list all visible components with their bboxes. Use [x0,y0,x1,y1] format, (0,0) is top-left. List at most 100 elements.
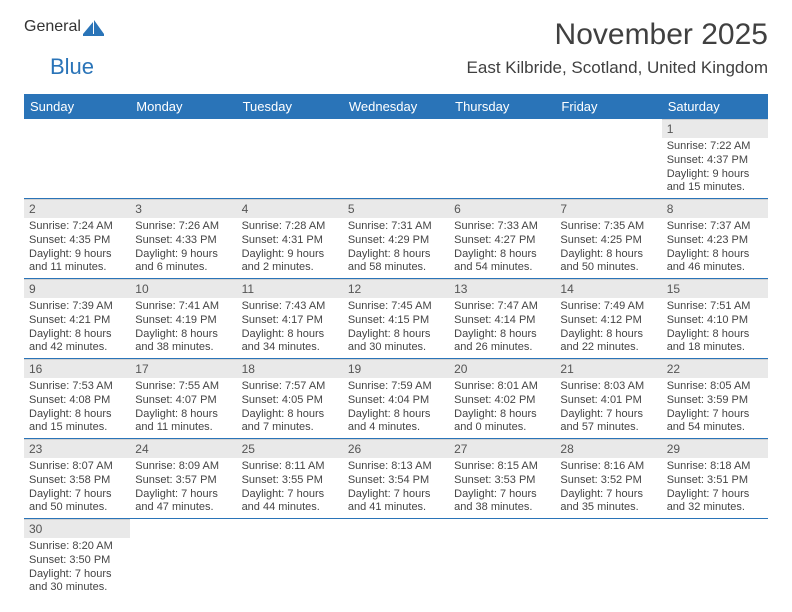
day-number: 14 [555,279,661,298]
day-details: Sunrise: 8:16 AMSunset: 3:52 PMDaylight:… [555,458,661,518]
day-sunset: Sunset: 4:17 PM [242,314,338,328]
day-sunrise: Sunrise: 7:39 AM [29,300,125,314]
day-sunset: Sunset: 4:33 PM [135,234,231,248]
day-number: 3 [130,199,236,218]
calendar-day-cell: 3Sunrise: 7:26 AMSunset: 4:33 PMDaylight… [130,199,236,279]
day-sunset: Sunset: 3:55 PM [242,474,338,488]
calendar-week-row: 1Sunrise: 7:22 AMSunset: 4:37 PMDaylight… [24,119,768,199]
header-tuesday: Tuesday [237,94,343,119]
day-number: 9 [24,279,130,298]
calendar-day-cell [662,519,768,599]
calendar-day-cell: 6Sunrise: 7:33 AMSunset: 4:27 PMDaylight… [449,199,555,279]
calendar-day-cell [449,119,555,199]
calendar-day-cell [237,519,343,599]
day-sunrise: Sunrise: 7:53 AM [29,380,125,394]
day-number: 6 [449,199,555,218]
day-details: Sunrise: 8:18 AMSunset: 3:51 PMDaylight:… [662,458,768,518]
day-sunset: Sunset: 3:50 PM [29,554,125,568]
day-sunrise: Sunrise: 7:31 AM [348,220,444,234]
day-day2: and 11 minutes. [135,421,231,435]
day-number: 26 [343,439,449,458]
calendar-day-cell: 29Sunrise: 8:18 AMSunset: 3:51 PMDayligh… [662,439,768,519]
calendar-day-cell: 4Sunrise: 7:28 AMSunset: 4:31 PMDaylight… [237,199,343,279]
calendar-day-cell: 23 Sunrise: 8:07 AMSunset: 3:58 PMDayligh… [24,439,130,519]
day-day2: and 54 minutes. [454,261,550,275]
day-sunrise: Sunrise: 8:11 AM [242,460,338,474]
day-sunrise: Sunrise: 7:59 AM [348,380,444,394]
day-day1: Daylight: 8 hours [560,248,656,262]
day-day2: and 54 minutes. [667,421,763,435]
header-monday: Monday [130,94,236,119]
day-day1: Daylight: 7 hours [29,488,125,502]
day-day2: and 7 minutes. [242,421,338,435]
day-details: Sunrise: 7:28 AMSunset: 4:31 PMDaylight:… [237,218,343,278]
day-sunrise: Sunrise: 7:45 AM [348,300,444,314]
day-sunset: Sunset: 4:04 PM [348,394,444,408]
day-day2: and 32 minutes. [667,501,763,515]
day-day1: Daylight: 8 hours [348,328,444,342]
day-number: 15 [662,279,768,298]
day-number: 5 [343,199,449,218]
day-number: 8 [662,199,768,218]
day-sunset: Sunset: 4:01 PM [560,394,656,408]
day-sunrise: Sunrise: 7:43 AM [242,300,338,314]
day-sunset: Sunset: 4:21 PM [29,314,125,328]
day-sunset: Sunset: 4:37 PM [667,154,763,168]
day-day1: Daylight: 8 hours [667,328,763,342]
day-details: Sunrise: 7:47 AMSunset: 4:14 PMDaylight:… [449,298,555,358]
day-day1: Daylight: 8 hours [29,408,125,422]
day-details: Sunrise: 8:15 AMSunset: 3:53 PMDaylight:… [449,458,555,518]
day-number: 23 [24,439,130,458]
day-number: 13 [449,279,555,298]
calendar-day-cell: 18Sunrise: 7:57 AMSunset: 4:05 PMDayligh… [237,359,343,439]
day-day2: and 22 minutes. [560,341,656,355]
day-sunset: Sunset: 4:35 PM [29,234,125,248]
day-details: Sunrise: 8:01 AMSunset: 4:02 PMDaylight:… [449,378,555,438]
calendar-day-cell [555,519,661,599]
calendar-day-cell: 24Sunrise: 8:09 AMSunset: 3:57 PMDayligh… [130,439,236,519]
day-number: 16 [24,359,130,378]
day-day1: Daylight: 9 hours [29,248,125,262]
day-sunrise: Sunrise: 8:09 AM [135,460,231,474]
calendar-day-cell [555,119,661,199]
calendar-day-cell: 12Sunrise: 7:45 AMSunset: 4:15 PMDayligh… [343,279,449,359]
day-day2: and 58 minutes. [348,261,444,275]
day-details: Sunrise: 7:51 AMSunset: 4:10 PMDaylight:… [662,298,768,358]
header-friday: Friday [555,94,661,119]
day-details: Sunrise: 7:31 AMSunset: 4:29 PMDaylight:… [343,218,449,278]
day-sunset: Sunset: 4:23 PM [667,234,763,248]
calendar-day-cell: 30Sunrise: 8:20 AMSunset: 3:50 PMDayligh… [24,519,130,599]
day-day1: Daylight: 8 hours [135,408,231,422]
day-day1: Daylight: 7 hours [242,488,338,502]
calendar-day-cell: 27Sunrise: 8:15 AMSunset: 3:53 PMDayligh… [449,439,555,519]
day-sunset: Sunset: 3:54 PM [348,474,444,488]
day-sunrise: Sunrise: 8:07 AM [29,460,125,474]
day-day2: and 50 minutes. [560,261,656,275]
calendar-day-cell [130,119,236,199]
day-sunrise: Sunrise: 8:01 AM [454,380,550,394]
day-number: 28 [555,439,661,458]
day-sunrise: Sunrise: 7:55 AM [135,380,231,394]
day-sunrise: Sunrise: 7:24 AM [29,220,125,234]
day-sunset: Sunset: 3:52 PM [560,474,656,488]
calendar-week-row: 9 Sunrise: 7:39 AMSunset: 4:21 PM Daylight… [24,279,768,359]
day-sunset: Sunset: 4:15 PM [348,314,444,328]
day-details: Sunrise: 7:33 AMSunset: 4:27 PMDaylight:… [449,218,555,278]
calendar-day-cell: 25 Sunrise: 8:11 AMSunset: 3:55 PMDayligh… [237,439,343,519]
day-details: Sunrise: 7:43 AMSunset: 4:17 PMDaylight:… [237,298,343,358]
day-day1: Daylight: 8 hours [560,328,656,342]
day-day1: Daylight: 7 hours [454,488,550,502]
day-sunset: Sunset: 3:58 PM [29,474,125,488]
day-day1: Daylight: 8 hours [135,328,231,342]
day-details: Sunrise: 7:24 AMSunset: 4:35 PMDaylight:… [24,218,130,278]
logo-text-general: General [24,18,81,36]
day-number: 19 [343,359,449,378]
day-sunrise: Sunrise: 8:05 AM [667,380,763,394]
day-day2: and 34 minutes. [242,341,338,355]
day-day1: Daylight: 9 hours [667,168,763,182]
day-day2: and 18 minutes. [667,341,763,355]
calendar-day-cell: 9Sunrise: 7:39 AMSunset: 4:21 PMDaylight… [24,279,130,359]
day-sunset: Sunset: 4:05 PM [242,394,338,408]
day-number: 25 [237,439,343,458]
day-sunrise: Sunrise: 7:57 AM [242,380,338,394]
